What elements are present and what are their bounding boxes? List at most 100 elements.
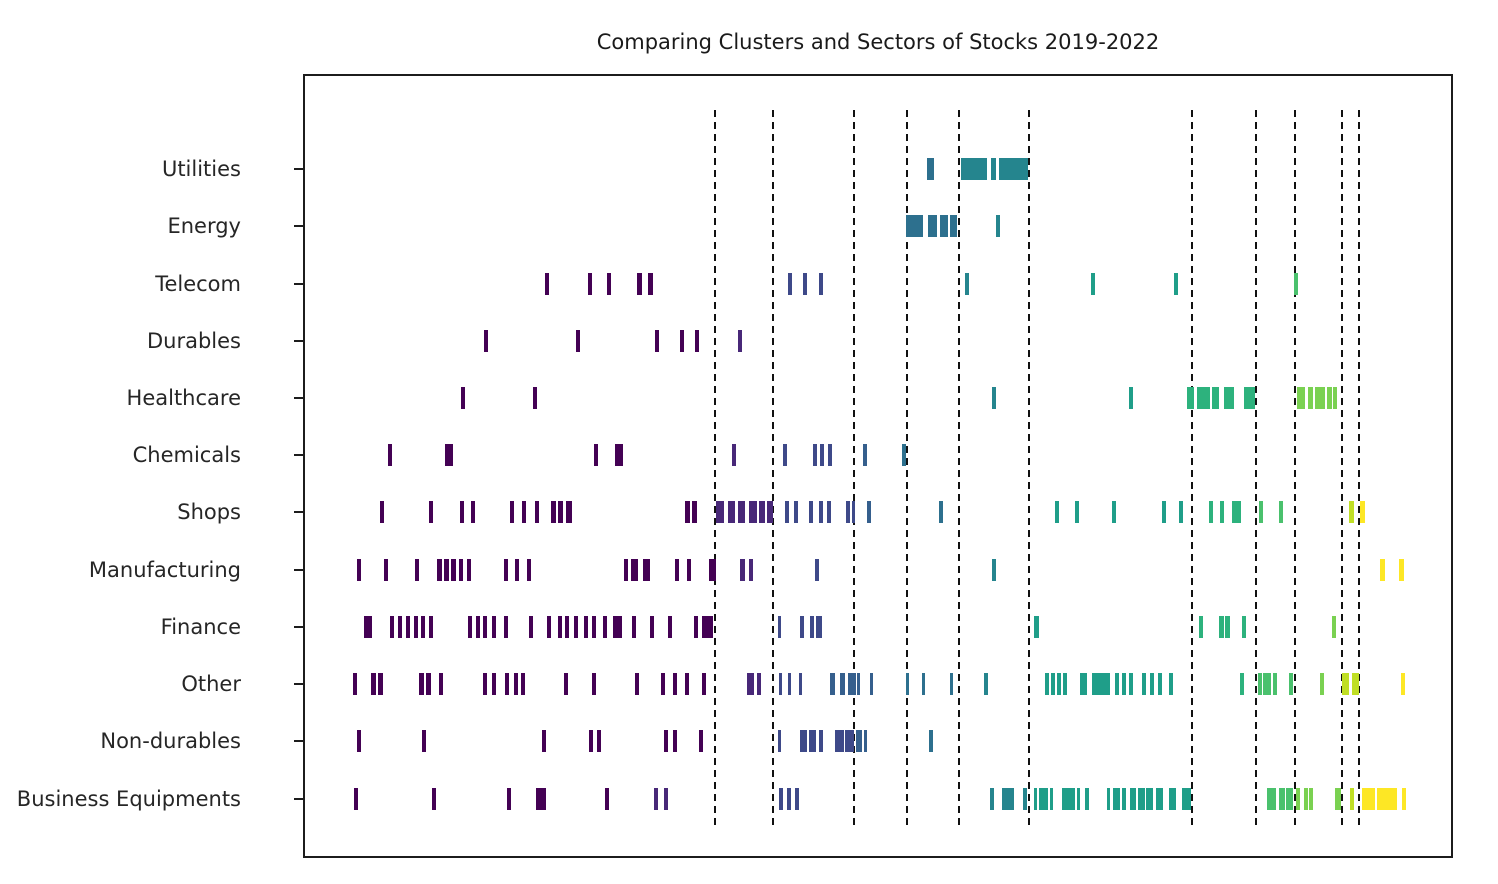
event-mark xyxy=(694,616,698,638)
event-mark xyxy=(1092,673,1110,695)
event-mark xyxy=(1169,673,1173,695)
event-mark xyxy=(800,730,807,752)
cluster-boundary-line xyxy=(714,110,716,828)
event-mark xyxy=(558,501,563,523)
event-mark xyxy=(929,730,933,752)
event-mark xyxy=(648,273,653,295)
event-mark xyxy=(1002,788,1014,810)
event-mark xyxy=(558,616,562,638)
y-axis-tick xyxy=(294,397,303,399)
y-axis-tick xyxy=(294,283,303,285)
event-mark xyxy=(664,788,668,810)
event-mark xyxy=(483,616,487,638)
event-mark xyxy=(1244,387,1255,409)
event-mark xyxy=(588,273,592,295)
event-mark xyxy=(371,673,376,695)
event-mark xyxy=(1142,673,1146,695)
event-mark xyxy=(1279,788,1285,810)
event-mark xyxy=(1308,387,1313,409)
event-mark xyxy=(1399,559,1404,581)
event-mark xyxy=(749,559,753,581)
event-mark xyxy=(1212,387,1219,409)
event-mark xyxy=(1077,788,1080,810)
event-mark xyxy=(1289,673,1293,695)
event-mark xyxy=(1380,559,1385,581)
event-mark xyxy=(1279,501,1283,523)
event-mark xyxy=(1242,616,1246,638)
event-mark xyxy=(685,501,690,523)
event-mark xyxy=(809,730,816,752)
event-mark xyxy=(699,730,703,752)
event-mark xyxy=(848,673,856,695)
event-mark xyxy=(1130,788,1136,810)
event-mark xyxy=(990,788,994,810)
event-mark xyxy=(1156,788,1163,810)
event-mark xyxy=(615,444,623,466)
event-mark xyxy=(870,673,873,695)
event-mark xyxy=(529,616,533,638)
event-mark xyxy=(535,501,539,523)
event-mark xyxy=(467,559,471,581)
event-mark xyxy=(1113,788,1120,810)
event-mark xyxy=(922,673,925,695)
event-mark xyxy=(1129,673,1133,695)
event-mark xyxy=(492,673,496,695)
event-mark xyxy=(1259,501,1263,523)
event-mark xyxy=(852,501,855,523)
event-mark xyxy=(1062,788,1075,810)
event-mark xyxy=(950,673,953,695)
event-mark xyxy=(1377,788,1397,810)
event-mark xyxy=(1219,616,1224,638)
event-mark xyxy=(783,444,787,466)
event-mark xyxy=(1286,788,1293,810)
cluster-boundary-line xyxy=(1294,110,1296,828)
event-mark xyxy=(840,673,845,695)
event-mark xyxy=(1045,673,1049,695)
event-mark xyxy=(687,559,691,581)
event-mark xyxy=(1402,788,1406,810)
event-mark xyxy=(536,788,546,810)
event-mark xyxy=(1055,501,1059,523)
event-mark xyxy=(906,215,923,237)
event-mark xyxy=(1197,387,1210,409)
event-mark xyxy=(738,501,745,523)
event-mark xyxy=(637,273,642,295)
event-mark xyxy=(1296,788,1300,810)
event-mark xyxy=(507,788,511,810)
event-mark xyxy=(1320,673,1324,695)
event-mark xyxy=(1352,673,1359,695)
cluster-boundary-line xyxy=(1028,110,1030,828)
event-mark xyxy=(1174,273,1178,295)
event-mark xyxy=(827,501,831,523)
event-mark xyxy=(406,616,410,638)
event-mark xyxy=(565,616,569,638)
event-mark xyxy=(1315,387,1325,409)
event-mark xyxy=(759,501,765,523)
event-mark xyxy=(461,387,465,409)
event-mark xyxy=(624,559,628,581)
event-mark xyxy=(794,501,798,523)
event-mark xyxy=(1085,788,1089,810)
event-mark xyxy=(650,616,654,638)
event-mark xyxy=(1332,616,1336,638)
y-tick-label: Chemicals xyxy=(132,443,241,467)
y-tick-label: Energy xyxy=(167,214,241,238)
cluster-boundary-line xyxy=(1191,110,1193,828)
event-mark xyxy=(1034,788,1037,810)
event-mark xyxy=(992,559,996,581)
event-mark xyxy=(928,215,937,237)
event-mark xyxy=(709,559,716,581)
event-mark xyxy=(1297,387,1305,409)
event-mark xyxy=(1129,387,1133,409)
y-axis-tick xyxy=(294,626,303,628)
event-mark xyxy=(398,616,402,638)
event-mark xyxy=(1240,673,1244,695)
event-mark xyxy=(471,501,475,523)
event-mark xyxy=(594,444,598,466)
event-mark xyxy=(692,501,697,523)
event-mark xyxy=(1107,788,1110,810)
event-mark xyxy=(816,616,822,638)
event-mark xyxy=(815,559,819,581)
event-mark xyxy=(1304,788,1308,810)
event-mark xyxy=(809,501,813,523)
